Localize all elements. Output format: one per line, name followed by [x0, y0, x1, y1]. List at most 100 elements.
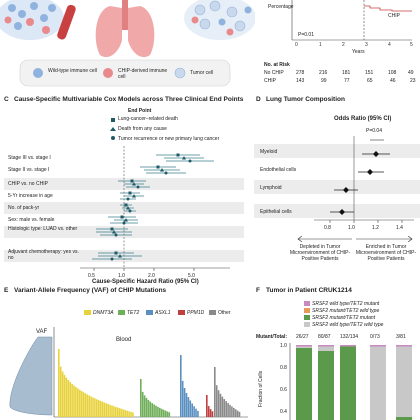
frac-bar: [340, 346, 356, 420]
vaf-bar: [155, 405, 157, 417]
forest-xtick: 1.0: [118, 273, 125, 279]
chip-cell-icon: [103, 68, 113, 78]
forest-point: [128, 209, 132, 213]
ppm1d-swatch: [178, 310, 185, 315]
or-point: [343, 187, 349, 193]
arrow-right-icon: [356, 236, 413, 242]
risk-cell: 23: [410, 78, 416, 84]
vaf-bar: [101, 401, 104, 417]
vaf-bar: [206, 395, 208, 417]
vaf-bar: [221, 396, 224, 417]
count-1: 80/87: [318, 334, 331, 340]
vaf-bar: [147, 399, 150, 417]
xtick-4: 4: [388, 42, 391, 48]
vaf-bar: [126, 410, 128, 417]
or-xtick: 1.0: [348, 225, 355, 231]
depleted-note: Depleted in Tumor Microenvironment of CH…: [289, 244, 351, 262]
risk-cell: 181: [342, 70, 351, 76]
risk-cell: 65: [367, 78, 373, 84]
vaf-bar: [132, 412, 134, 417]
swatch-mut-mut: [304, 315, 310, 320]
risk-cell: 151: [365, 70, 374, 76]
vaf-plot: [9, 310, 248, 418]
vaf-bar: [75, 386, 77, 417]
chip-curve: [364, 5, 412, 12]
xtick-5: 5: [410, 42, 413, 48]
fraction-plot: [289, 301, 412, 420]
blood-label: Blood: [116, 337, 132, 343]
tumor-cell-icon: [174, 67, 186, 79]
legend-asxl1: ASXL1: [155, 310, 171, 316]
vaf-bar: [107, 404, 109, 417]
mutant-total-label: Mutant/Total:: [256, 334, 288, 340]
tet2-swatch: [118, 310, 125, 315]
vaf-bar: [185, 393, 188, 417]
vaf-bar: [115, 406, 117, 417]
panel-c-letter: C: [4, 96, 9, 103]
forest-point: [136, 185, 140, 189]
forest-row-label: No. of pack-yr: [8, 205, 40, 211]
or-point: [367, 169, 373, 175]
frac-ytick: 1.0: [280, 343, 287, 349]
count-3: 0/73: [370, 334, 380, 340]
forest-point: [132, 182, 136, 186]
legend-tet2: TET2: [127, 310, 140, 316]
vaf-bar: [219, 393, 222, 417]
panel-f: F Tumor in Patient CRUK1214 SRSF2 wild t…: [254, 287, 420, 420]
vaf-bar: [86, 394, 89, 417]
vaf-bar: [116, 407, 119, 417]
vaf-bar: [166, 411, 169, 417]
vaf-bar: [71, 383, 73, 417]
vaf-bar: [153, 404, 155, 417]
xtick-1: 1: [319, 42, 322, 48]
forest-point: [128, 191, 132, 195]
vaf-bar: [209, 409, 212, 417]
vaf-bar: [65, 377, 68, 417]
forest-row-label: Stage III vs. stage I: [8, 155, 51, 161]
panel-c: C Cause-Specific Multivariable Cox Model…: [0, 96, 248, 286]
forest-row-label: Sex: male vs. female: [8, 217, 55, 223]
vaf-bar: [63, 374, 66, 417]
frac-ytick: 0.6: [280, 387, 287, 393]
square-marker-icon: [111, 118, 115, 122]
forest-point: [156, 165, 160, 169]
vaf-bar: [187, 397, 190, 417]
other-swatch: [209, 310, 216, 315]
forest-point: [124, 203, 128, 207]
vaf-bar: [181, 380, 184, 417]
vaf-bar: [59, 366, 62, 417]
or-point: [339, 209, 345, 215]
risk-cell: 143: [296, 78, 305, 84]
vaf-bar: [195, 408, 197, 417]
vaf-bar: [105, 403, 108, 417]
count-2: 132/134: [340, 334, 359, 340]
panel-e-title: Variant-Allele Frequency (VAF) of CHIP M…: [14, 287, 167, 294]
xtick-2: 2: [342, 42, 345, 48]
panel-d-title: Lung Tumor Composition: [266, 96, 345, 103]
vaf-bar: [113, 406, 115, 417]
km-p-value: P=0.01: [298, 32, 314, 38]
forest-point: [112, 230, 116, 234]
vaf-bar: [164, 410, 167, 417]
triangle-marker-icon: [110, 127, 116, 131]
or-xtick: 1.4: [396, 225, 403, 231]
vaf-bar: [109, 404, 111, 417]
vaf-bar: [233, 407, 235, 417]
forest-row-label: Histologic type: LUAD vs. other: [8, 226, 78, 232]
vaf-bar: [73, 385, 75, 417]
panel-e-letter: E: [4, 287, 9, 294]
risk-cell: 99: [321, 78, 327, 84]
vaf-bar: [217, 390, 220, 417]
vaf-bar: [168, 412, 171, 417]
swatch-mut-wt: [304, 308, 310, 313]
or-axis-title: Odds Ratio (95% CI): [334, 116, 392, 122]
vaf-label: VAF: [36, 329, 48, 335]
vaf-bar: [234, 409, 237, 417]
vaf-bar: [183, 388, 186, 417]
legend-f-1: SRSF2 mutant/TET2 wild type: [312, 308, 380, 314]
km-ylabel: Percentage: [268, 4, 294, 10]
vaf-bar: [193, 406, 195, 417]
vaf-bar: [99, 400, 102, 417]
legend-other: Other: [218, 310, 231, 316]
swatch-wt-mut: [304, 301, 310, 306]
